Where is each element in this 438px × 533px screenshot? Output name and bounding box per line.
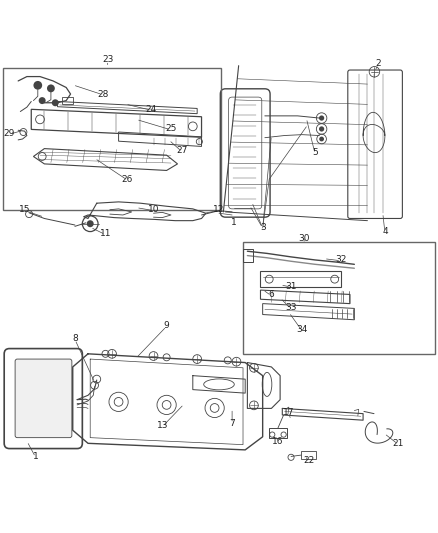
Text: 29: 29 [4,129,15,138]
Text: 34: 34 [296,325,307,334]
Text: 28: 28 [98,90,109,99]
Bar [243,243,435,354]
Text: 21: 21 [392,439,404,448]
Text: 15: 15 [19,205,31,214]
Text: 1: 1 [33,452,39,461]
Circle shape [319,116,324,120]
Text: 25: 25 [165,125,177,133]
Text: 2: 2 [375,59,381,68]
Text: 11: 11 [100,229,111,238]
Text: 5: 5 [312,149,318,157]
Text: 33: 33 [285,303,297,312]
Circle shape [52,99,59,106]
Circle shape [319,136,324,141]
Text: 17: 17 [283,408,295,417]
Circle shape [33,81,42,90]
Text: 16: 16 [272,437,284,446]
Circle shape [87,220,94,227]
Bar [301,451,316,458]
Circle shape [39,97,46,104]
Text: 31: 31 [285,281,297,290]
Text: 8: 8 [72,334,78,343]
Text: 4: 4 [382,227,388,236]
Text: 10: 10 [148,205,159,214]
Text: 22: 22 [303,456,314,465]
Circle shape [319,126,324,132]
Bar [243,249,253,262]
Circle shape [47,84,55,92]
Text: 30: 30 [298,233,310,243]
Bar [261,271,341,287]
Text: 27: 27 [176,146,187,155]
Text: 3: 3 [260,223,265,232]
Text: 24: 24 [146,105,157,114]
Text: 23: 23 [102,54,113,63]
Text: 9: 9 [164,321,170,330]
Text: 32: 32 [336,255,347,264]
Text: 13: 13 [156,422,168,430]
Text: 12: 12 [213,205,225,214]
Text: 7: 7 [229,419,235,428]
Text: 6: 6 [268,290,274,300]
Text: 1: 1 [231,219,237,228]
Bar [62,97,73,104]
Text: 26: 26 [122,175,133,184]
Bar [3,68,221,210]
FancyBboxPatch shape [15,359,72,438]
Bar [269,428,287,438]
